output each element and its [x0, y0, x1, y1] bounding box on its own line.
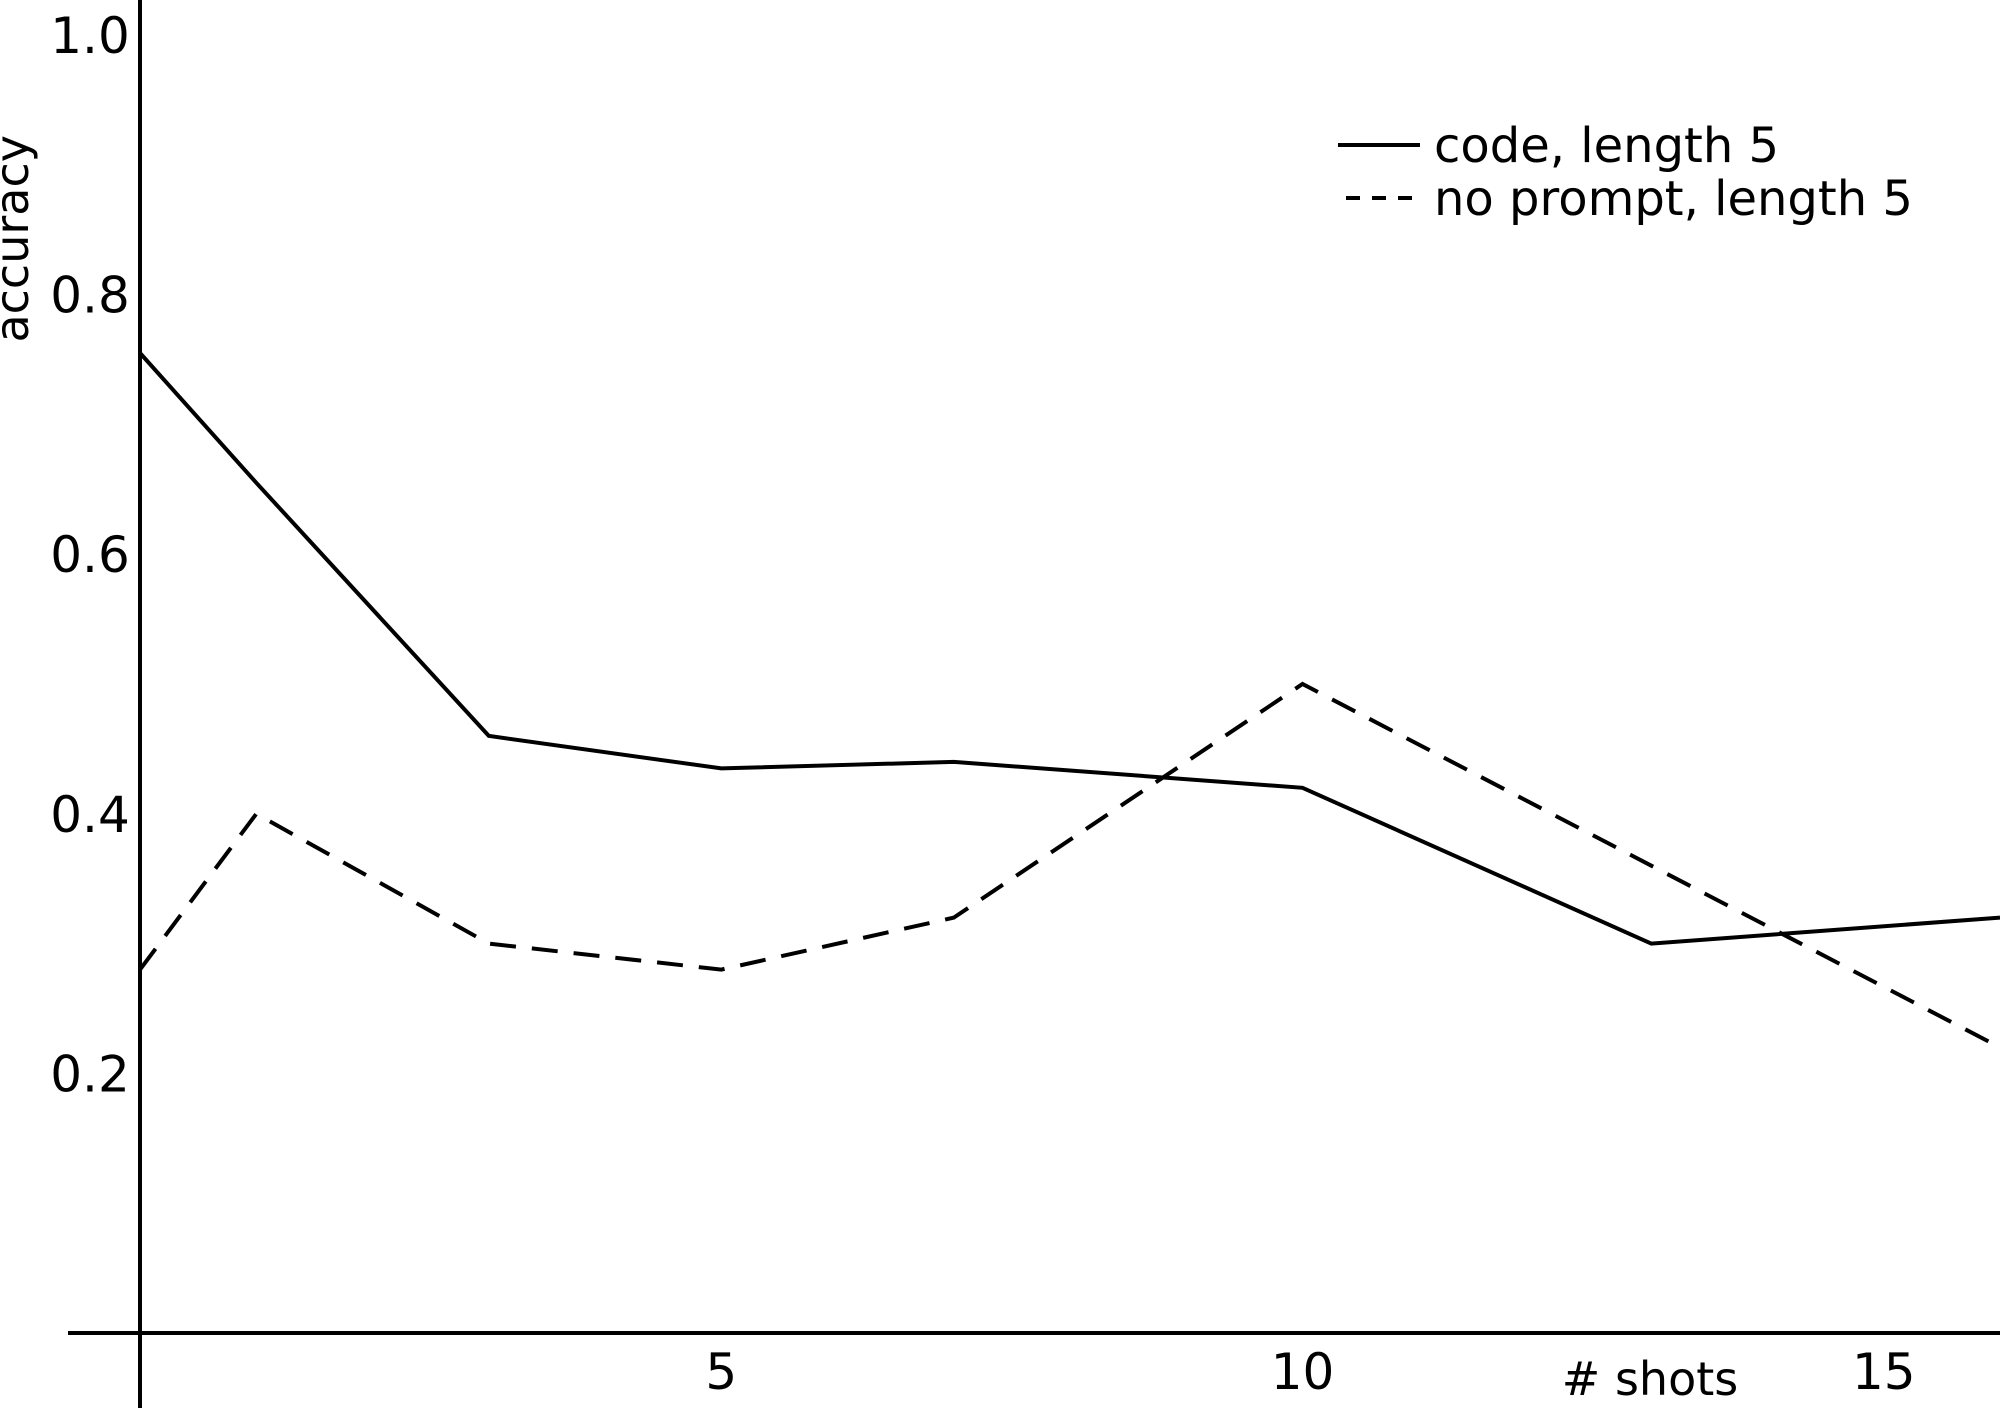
- x-tick-label: 10: [1271, 1343, 1335, 1401]
- series-lines: [138, 351, 2000, 1050]
- legend-label-code: code, length 5: [1434, 118, 1779, 174]
- y-tick-label: 0.2: [50, 1045, 130, 1103]
- y-tick-labels: 0.2 0.4 0.6 0.8 1.0: [50, 7, 130, 1103]
- x-tick-label: 5: [705, 1343, 737, 1401]
- y-tick-label: 0.6: [50, 526, 130, 584]
- y-tick-label: 0.8: [50, 267, 130, 325]
- series-line-no-prompt: [138, 681, 2000, 1050]
- axes: [68, 0, 2000, 1408]
- series-line-code: [138, 351, 2000, 946]
- legend: code, length 5 no prompt, length 5: [1338, 118, 1913, 227]
- x-axis-label: # shots: [1562, 1352, 1738, 1406]
- x-tick-label: 15: [1852, 1343, 1916, 1401]
- x-tick-labels: 5 10 15: [705, 1343, 1915, 1401]
- y-tick-label: 1.0: [50, 7, 130, 65]
- legend-label-no-prompt: no prompt, length 5: [1434, 171, 1913, 227]
- y-axis-label: accuracy: [0, 135, 39, 343]
- y-tick-label: 0.4: [50, 786, 130, 844]
